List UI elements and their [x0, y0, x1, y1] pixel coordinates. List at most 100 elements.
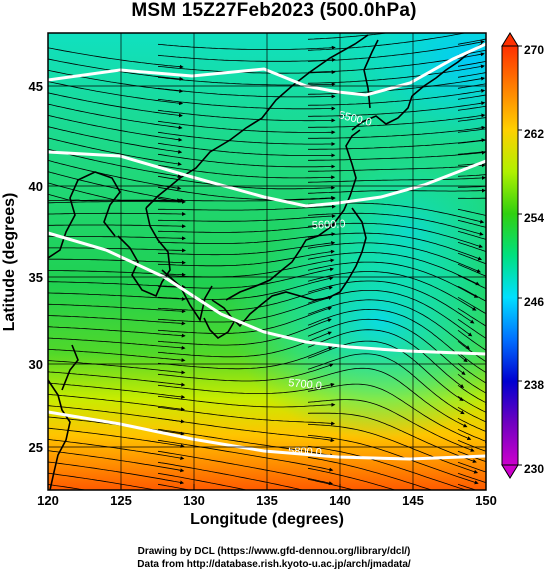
- streamline: [457, 373, 486, 394]
- streamline: [48, 69, 184, 93]
- streamline: [48, 103, 183, 130]
- streamline: [157, 267, 334, 289]
- streamline: [457, 428, 486, 443]
- streamline: [157, 175, 336, 190]
- streamline: [457, 285, 486, 302]
- streamline: [48, 461, 185, 485]
- streamline: [457, 38, 486, 45]
- streamline: [48, 137, 182, 166]
- streamline: [48, 292, 186, 301]
- streamline: [48, 348, 186, 363]
- streamline: [48, 159, 182, 191]
- gridlines: [48, 33, 486, 490]
- streamline: [457, 472, 486, 485]
- streamline: [457, 384, 486, 405]
- streamline: [157, 472, 249, 490]
- streamline: [457, 406, 486, 423]
- streamline: [48, 303, 186, 314]
- streamline: [157, 164, 336, 180]
- colorbar-label-230: 230: [524, 462, 544, 476]
- streamline: [457, 274, 486, 290]
- streamline: [457, 241, 486, 254]
- streamline: [307, 252, 480, 286]
- colorbar-scale: [501, 45, 519, 466]
- streamline: [307, 271, 477, 311]
- streamline: [457, 208, 486, 216]
- streamline: [307, 423, 479, 474]
- y-tick-labels: 25 30 35 40 45: [29, 79, 43, 455]
- streamline: [157, 295, 333, 323]
- streamline: [157, 450, 333, 486]
- y-tick-30: 30: [29, 357, 43, 372]
- contour-label-5600: 5600.0: [312, 218, 346, 232]
- streamline: [48, 199, 186, 204]
- streamline: [157, 249, 335, 267]
- streamline: [157, 258, 335, 278]
- streamline: [308, 101, 486, 117]
- streamline: [157, 395, 336, 408]
- streamline: [157, 382, 335, 394]
- streamline: [157, 331, 332, 358]
- streamline: [307, 434, 479, 485]
- streamline: [307, 175, 486, 183]
- streamline: [457, 417, 486, 432]
- chart-title: MSM 15Z27Feb2023 (500.0hPa): [131, 0, 417, 21]
- colorbar: 230 238 246 254 262 270: [501, 32, 544, 479]
- streamline: [157, 98, 336, 111]
- streamline: [48, 427, 185, 448]
- streamline: [48, 382, 186, 399]
- contour-label-5800: 5800.0: [288, 445, 322, 459]
- x-tick-140: 140: [329, 493, 351, 508]
- y-tick-25: 25: [29, 440, 43, 455]
- streamline: [307, 353, 465, 415]
- streamline: [457, 219, 486, 228]
- streamline: [157, 346, 333, 370]
- streamline: [307, 340, 464, 402]
- streamline: [157, 120, 336, 135]
- streamline: [48, 405, 185, 424]
- colorbar-label-246: 246: [524, 295, 544, 309]
- streamline: [48, 326, 186, 338]
- streamline: [308, 113, 486, 128]
- streamline: [157, 186, 336, 201]
- streamline: [157, 461, 305, 490]
- streamline: [457, 329, 486, 351]
- streamline: [307, 76, 486, 95]
- streamline: [307, 318, 466, 375]
- streamline: [48, 258, 186, 265]
- x-tick-135: 135: [256, 493, 278, 508]
- x-tick-145: 145: [402, 493, 424, 508]
- streamline: [157, 417, 335, 443]
- streamline: [157, 87, 336, 99]
- streamline: [457, 60, 486, 67]
- streamline: [48, 148, 182, 179]
- streamline: [457, 395, 486, 415]
- colorbar-label-270: 270: [524, 43, 544, 57]
- streamline: [307, 383, 472, 440]
- colorbar-label-254: 254: [524, 211, 544, 225]
- x-tick-labels: 120 125 130 135 140 145 150: [37, 493, 497, 508]
- streamline: [307, 33, 467, 51]
- streamline: [158, 204, 336, 211]
- streamline: [48, 92, 183, 118]
- streamline: [48, 212, 186, 216]
- streamline: [307, 242, 482, 273]
- streamline: [158, 214, 336, 222]
- streamline: [307, 399, 475, 452]
- streamline: [157, 285, 333, 312]
- streamline: [157, 406, 336, 426]
- streamline: [307, 261, 479, 298]
- streamline: [307, 456, 433, 490]
- streamline: [307, 222, 483, 249]
- streamline: [457, 461, 486, 475]
- height-contours: 5500.0 5600.0 5700.0 5800.0: [48, 42, 486, 461]
- y-tick-45: 45: [29, 79, 43, 94]
- streamline: [157, 131, 336, 146]
- streamline: [307, 188, 486, 194]
- streamline: [48, 337, 186, 350]
- streamline: [457, 72, 486, 78]
- contour-label-5700: 5700.0: [288, 377, 323, 392]
- streamline: [457, 94, 486, 100]
- streamline: [48, 236, 186, 241]
